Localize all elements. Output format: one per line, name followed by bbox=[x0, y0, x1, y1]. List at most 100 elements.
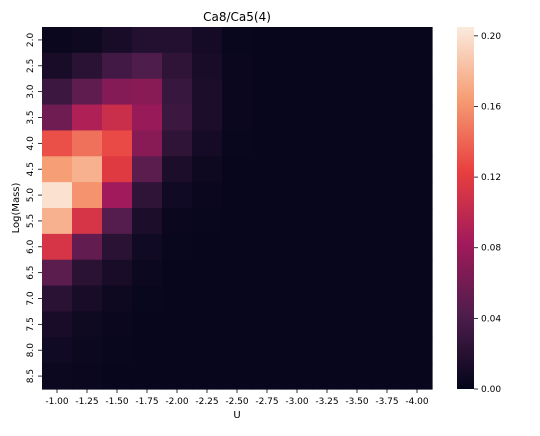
y-tick-label: 7.5 bbox=[26, 317, 36, 331]
heatmap-cell bbox=[42, 337, 73, 364]
heatmap-cell bbox=[312, 104, 343, 132]
heatmap-cell bbox=[312, 311, 343, 338]
heatmap-cell bbox=[402, 208, 433, 235]
heatmap-cells bbox=[42, 27, 433, 390]
heatmap-cell bbox=[42, 233, 73, 261]
heatmap-cell bbox=[162, 285, 193, 313]
y-tick-label: 8.5 bbox=[26, 369, 36, 383]
y-tick-label: 5.5 bbox=[26, 214, 36, 228]
heatmap-cell bbox=[372, 337, 403, 364]
heatmap-cell bbox=[102, 285, 133, 313]
heatmap-cell bbox=[102, 363, 133, 390]
y-tick-label: 7.0 bbox=[26, 291, 36, 306]
heatmap-cell bbox=[222, 233, 253, 261]
heatmap-cell bbox=[192, 156, 223, 183]
heatmap-cell bbox=[252, 285, 283, 313]
heatmap-cell bbox=[312, 233, 343, 261]
heatmap-cell bbox=[132, 78, 163, 106]
heatmap-cell bbox=[102, 156, 133, 183]
heatmap-cell bbox=[102, 233, 133, 261]
heatmap-cell bbox=[342, 285, 373, 313]
heatmap-cell bbox=[222, 78, 253, 106]
y-tick-label: 4.0 bbox=[26, 136, 36, 151]
heatmap-cell bbox=[102, 337, 133, 364]
heatmap-cell bbox=[282, 208, 313, 235]
x-tick-label: -3.25 bbox=[315, 397, 338, 407]
heatmap-cell bbox=[72, 208, 103, 235]
heatmap-cell bbox=[342, 104, 373, 132]
heatmap-cell bbox=[372, 233, 403, 261]
heatmap-cell bbox=[342, 156, 373, 183]
heatmap-cell bbox=[42, 363, 73, 390]
heatmap-cell bbox=[372, 311, 403, 338]
heatmap-cell bbox=[252, 363, 283, 390]
heatmap-cell bbox=[402, 233, 433, 261]
heatmap-cell bbox=[252, 27, 283, 54]
heatmap-cell bbox=[72, 130, 103, 157]
heatmap-cell bbox=[252, 337, 283, 364]
heatmap-cell bbox=[192, 208, 223, 235]
heatmap-cell bbox=[312, 182, 343, 209]
heatmap-cell bbox=[402, 27, 433, 54]
heatmap-cell bbox=[72, 337, 103, 364]
heatmap-cell bbox=[162, 130, 193, 157]
heatmap-cell bbox=[102, 182, 133, 209]
y-tick-label: 3.0 bbox=[26, 84, 36, 99]
x-tick-label: -2.25 bbox=[195, 397, 218, 407]
heatmap-cell bbox=[282, 130, 313, 157]
x-tick-label: -1.75 bbox=[135, 397, 158, 407]
colorbar-tick-label: 0.00 bbox=[481, 385, 501, 395]
heatmap-cell bbox=[42, 27, 73, 54]
heatmap-cell bbox=[282, 156, 313, 183]
x-tick-label: -3.50 bbox=[345, 397, 369, 407]
heatmap-cell bbox=[72, 259, 103, 287]
heatmap-cell bbox=[372, 78, 403, 106]
heatmap-cell bbox=[282, 52, 313, 80]
heatmap-cell bbox=[342, 363, 373, 390]
heatmap-cell bbox=[342, 27, 373, 54]
heatmap-cell bbox=[312, 208, 343, 235]
heatmap-cell bbox=[222, 337, 253, 364]
heatmap-cell bbox=[282, 78, 313, 106]
heatmap-cell bbox=[282, 104, 313, 132]
heatmap-cell bbox=[252, 182, 283, 209]
colorbar-tick-label: 0.12 bbox=[481, 173, 501, 183]
heatmap-cell bbox=[402, 156, 433, 183]
heatmap-cell bbox=[162, 363, 193, 390]
heatmap-cell bbox=[162, 233, 193, 261]
heatmap-cell bbox=[222, 311, 253, 338]
heatmap-cell bbox=[42, 156, 73, 183]
heatmap-cell bbox=[402, 52, 433, 80]
x-tick-label: -2.50 bbox=[225, 397, 249, 407]
heatmap-cell bbox=[42, 208, 73, 235]
heatmap-cell bbox=[402, 363, 433, 390]
x-axis: -1.00 -1.25 -1.50 -1.75 -2.00 -2.25 -2.50 -2.75… bbox=[45, 389, 429, 407]
heatmap-cell bbox=[102, 259, 133, 287]
heatmap-cell bbox=[162, 182, 193, 209]
heatmap-cell bbox=[372, 27, 403, 54]
x-tick-label: -2.75 bbox=[255, 397, 278, 407]
heatmap-cell bbox=[252, 156, 283, 183]
heatmap-cell bbox=[252, 104, 283, 132]
heatmap-cell bbox=[132, 233, 163, 261]
heatmap-cell bbox=[162, 27, 193, 54]
heatmap-cell bbox=[402, 130, 433, 157]
heatmap-cell bbox=[72, 52, 103, 80]
heatmap-cell bbox=[162, 337, 193, 364]
colorbar-ticks: 0.00 0.04 0.08 0.12 0.16 0.20 bbox=[474, 32, 501, 395]
heatmap-cell bbox=[252, 311, 283, 338]
heatmap-cell bbox=[192, 104, 223, 132]
x-tick-label: -3.00 bbox=[285, 397, 309, 407]
heatmap-cell bbox=[132, 27, 163, 54]
heatmap-cell bbox=[342, 78, 373, 106]
heatmap-cell bbox=[72, 285, 103, 313]
heatmap-cell bbox=[162, 52, 193, 80]
heatmap-cell bbox=[102, 78, 133, 106]
heatmap-cell bbox=[192, 52, 223, 80]
heatmap-cell bbox=[162, 259, 193, 287]
colorbar-tick-label: 0.04 bbox=[481, 314, 501, 324]
heatmap-cell bbox=[162, 208, 193, 235]
heatmap-cell bbox=[192, 259, 223, 287]
heatmap-cell bbox=[312, 78, 343, 106]
